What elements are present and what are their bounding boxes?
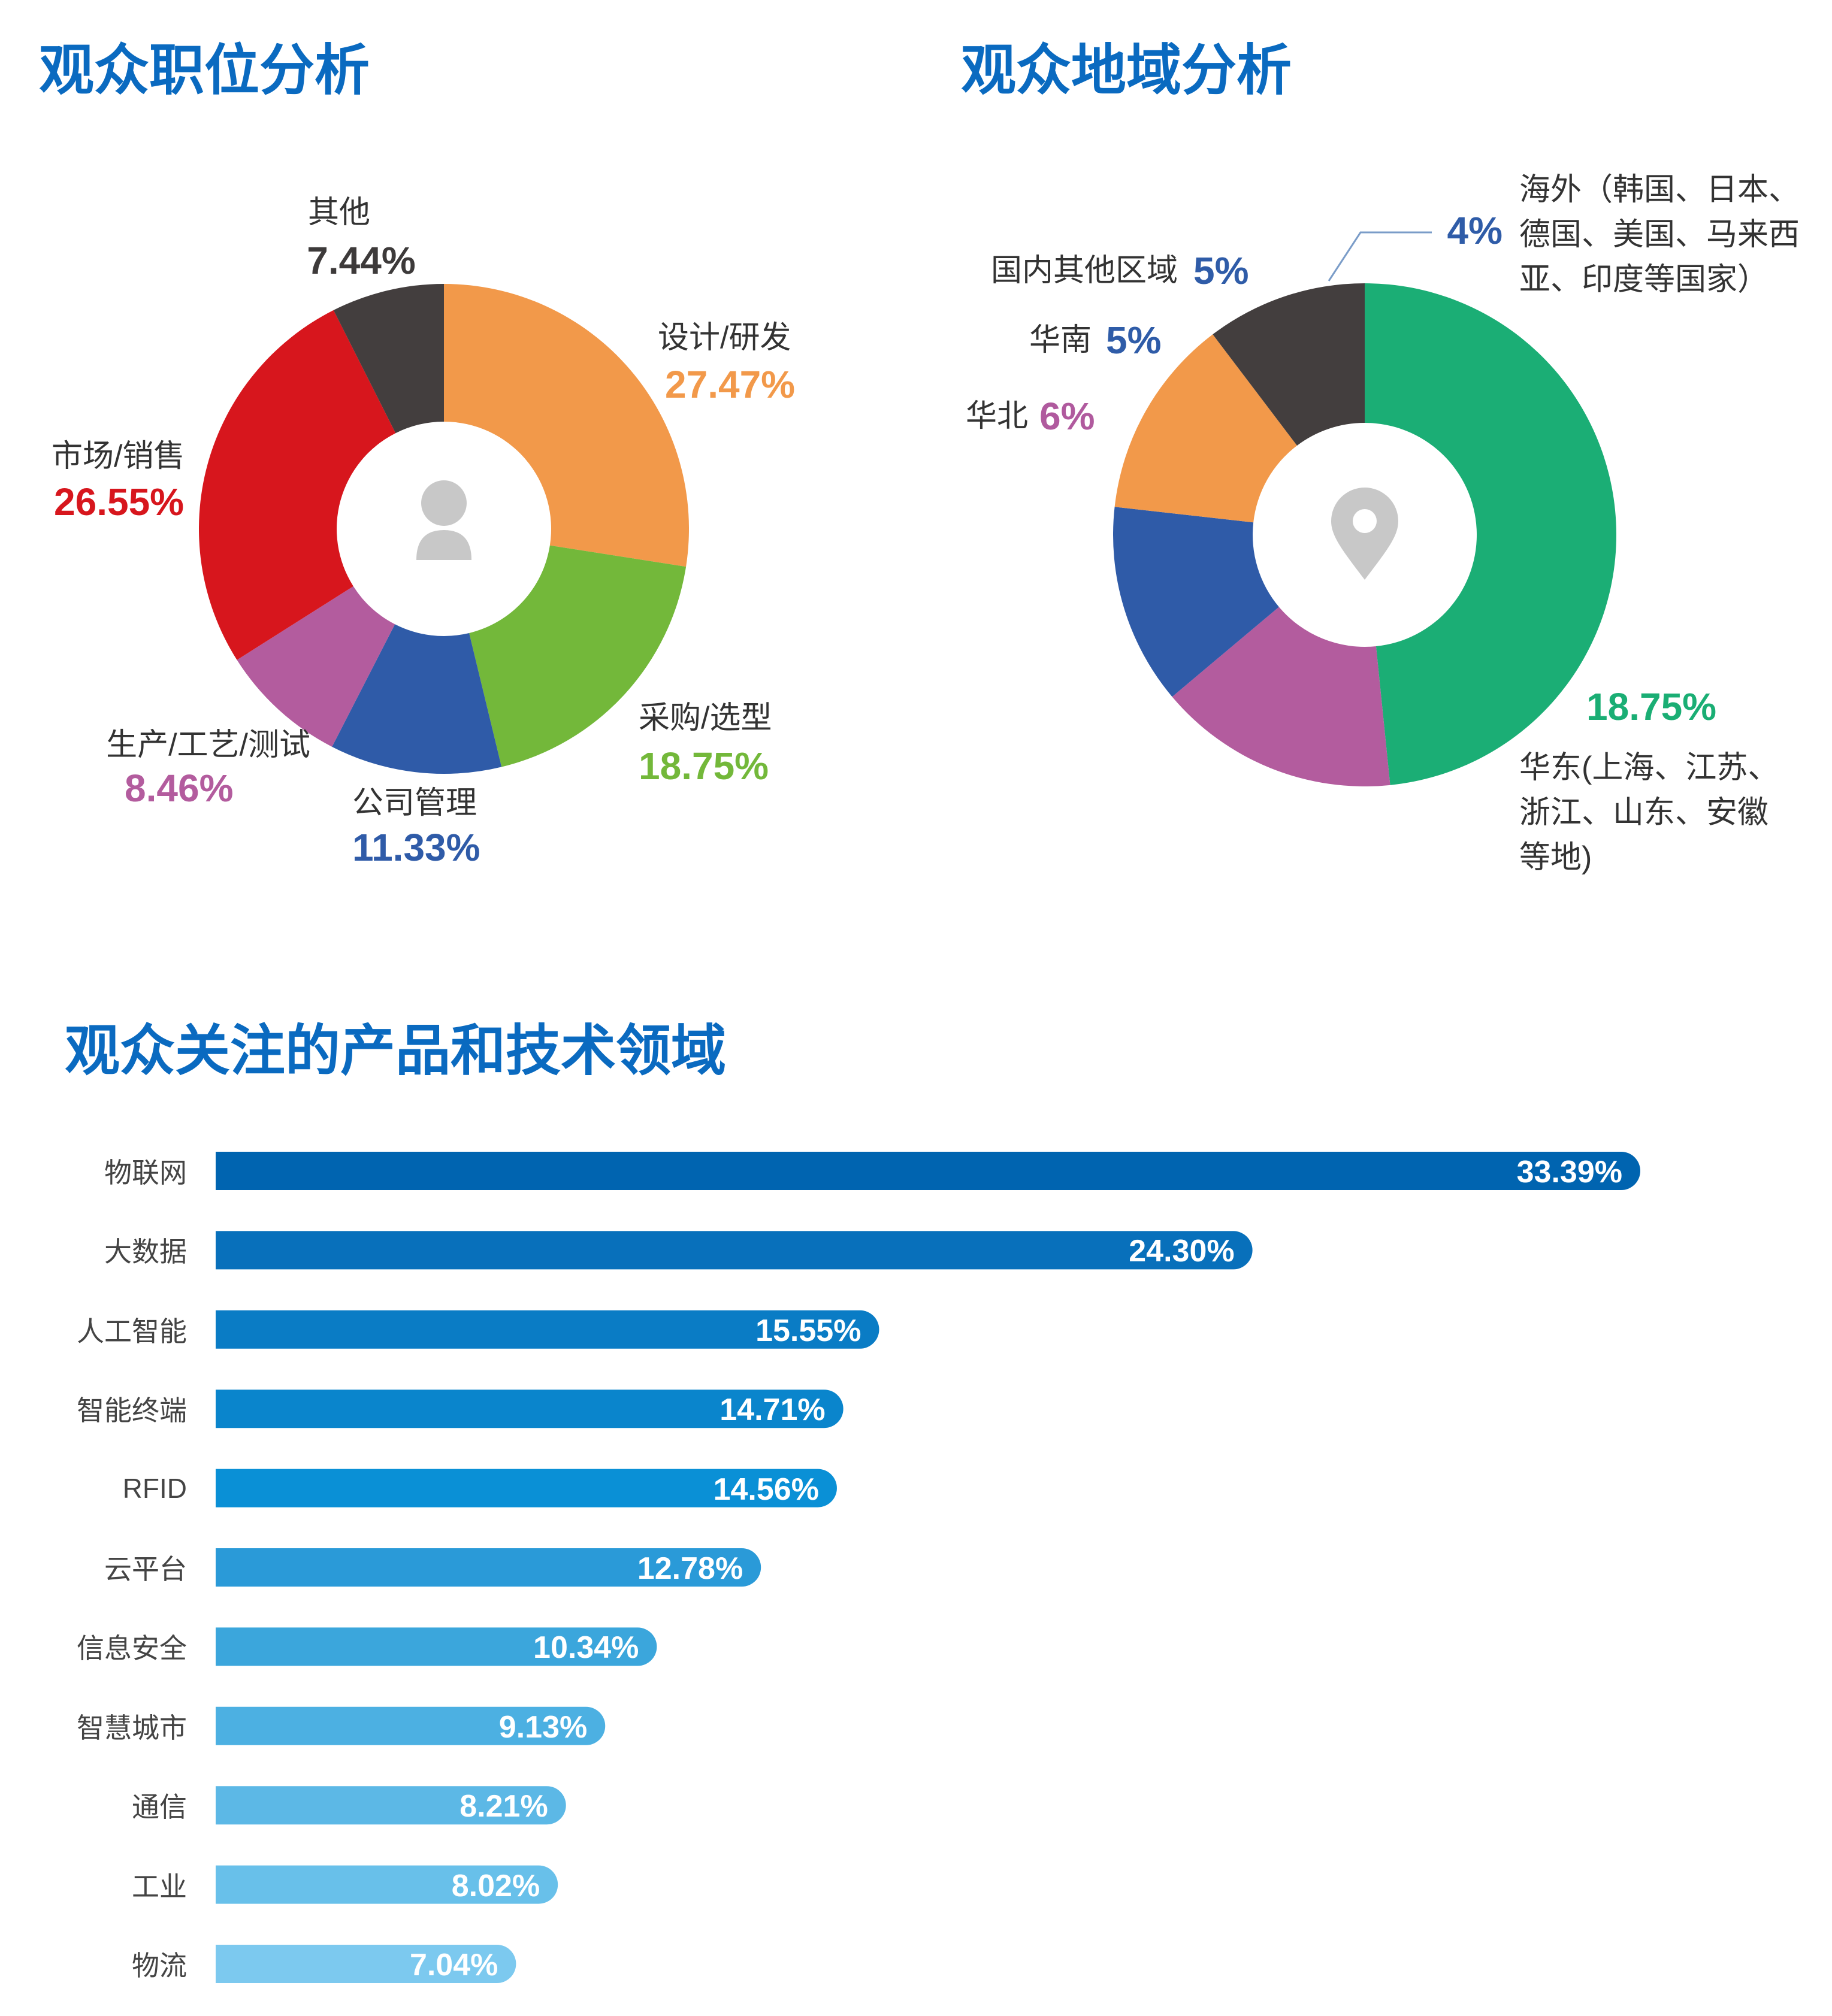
slice-value-label: 5% xyxy=(1193,249,1249,292)
category-label: 工业 xyxy=(132,1870,187,1902)
slice-name: 国内其他区域 xyxy=(990,253,1178,288)
category-label: 物流 xyxy=(132,1950,187,1981)
pie-slice xyxy=(199,310,396,660)
category-label: 大数据 xyxy=(104,1236,187,1268)
slice-name: 其他 xyxy=(307,195,371,230)
category-label: 智慧城市 xyxy=(77,1712,187,1743)
slice-value-label: 27.47% xyxy=(665,363,796,406)
pie-slice xyxy=(444,284,689,567)
pie-slice xyxy=(1114,334,1298,523)
chart-title: 观众关注的产品和技术领域 xyxy=(65,1021,727,1082)
pie-slice xyxy=(332,624,502,774)
bar xyxy=(216,1786,566,1825)
category-label: 云平台 xyxy=(104,1554,187,1585)
slice-name: 华北 xyxy=(965,399,1028,434)
category-label: 通信 xyxy=(132,1791,187,1823)
slice-name: 市场/销售 xyxy=(52,439,185,474)
bar xyxy=(216,1469,837,1508)
chart-title: 观众地域分析 xyxy=(961,40,1292,101)
slice-value-label: 18.75% xyxy=(1586,685,1717,728)
bar-value-label: 8.02% xyxy=(451,1868,540,1903)
category-label: 智能终端 xyxy=(77,1395,187,1427)
category-label: 物联网 xyxy=(104,1157,187,1188)
pie-slice xyxy=(1172,607,1390,786)
bar-value-label: 24.30% xyxy=(1129,1234,1235,1269)
slice-name: 公司管理 xyxy=(352,786,477,821)
bar-value-label: 14.71% xyxy=(720,1393,826,1428)
slice-name: 生产/工艺/测试 xyxy=(106,728,310,762)
slice-value-label: 8.46% xyxy=(125,767,234,810)
category-label: 信息安全 xyxy=(77,1633,187,1664)
bar xyxy=(216,1945,516,1983)
category-label: 人工智能 xyxy=(77,1315,187,1347)
slice-value-label: 5% xyxy=(1106,319,1162,362)
bar-value-label: 9.13% xyxy=(498,1709,588,1745)
pin-icon xyxy=(1331,488,1398,580)
bar-value-label: 14.56% xyxy=(713,1472,819,1507)
bar-value-label: 12.78% xyxy=(637,1551,743,1586)
pie-slice xyxy=(1113,507,1279,697)
slice-value-label: 6% xyxy=(1039,395,1095,438)
chart-title: 观众职位分析 xyxy=(39,40,370,101)
pie-slice xyxy=(1365,283,1616,785)
bar xyxy=(216,1152,1640,1190)
bar-value-label: 8.21% xyxy=(459,1789,548,1824)
category-label: RFID xyxy=(122,1472,187,1504)
slice-name: 海外（韩国、日本、德国、美国、马来西亚、印度等国家） xyxy=(1519,172,1800,297)
person-icon xyxy=(416,480,471,560)
bar-value-label: 7.04% xyxy=(409,1948,498,1982)
bar xyxy=(216,1310,879,1349)
pie-slice xyxy=(469,545,687,767)
bar xyxy=(216,1865,558,1904)
bar-value-label: 10.34% xyxy=(533,1630,639,1666)
slice-value-label: 26.55% xyxy=(54,480,185,523)
slice-value-label: 18.75% xyxy=(639,744,769,788)
bar-value-label: 33.39% xyxy=(1516,1155,1622,1189)
pie-slice xyxy=(1213,283,1365,446)
bar xyxy=(216,1390,844,1428)
bar xyxy=(216,1706,606,1745)
bar xyxy=(216,1231,1253,1270)
slice-value-label: 11.33% xyxy=(352,826,480,869)
slice-value-label: 7.44% xyxy=(307,239,416,282)
slice-name: 华南 xyxy=(1029,323,1092,358)
pie-slice xyxy=(237,586,395,747)
bar xyxy=(216,1627,657,1666)
pie-slice xyxy=(333,284,444,434)
leader-line xyxy=(1328,231,1432,281)
bar xyxy=(216,1548,761,1587)
slice-name: 设计/研发 xyxy=(658,320,791,355)
slice-value-label: 4% xyxy=(1447,209,1503,252)
slice-name: 采购/选型 xyxy=(639,701,772,735)
slice-name: 华东(上海、江苏、浙江、山东、安徽等地) xyxy=(1519,750,1779,875)
bar-value-label: 15.55% xyxy=(755,1313,861,1348)
